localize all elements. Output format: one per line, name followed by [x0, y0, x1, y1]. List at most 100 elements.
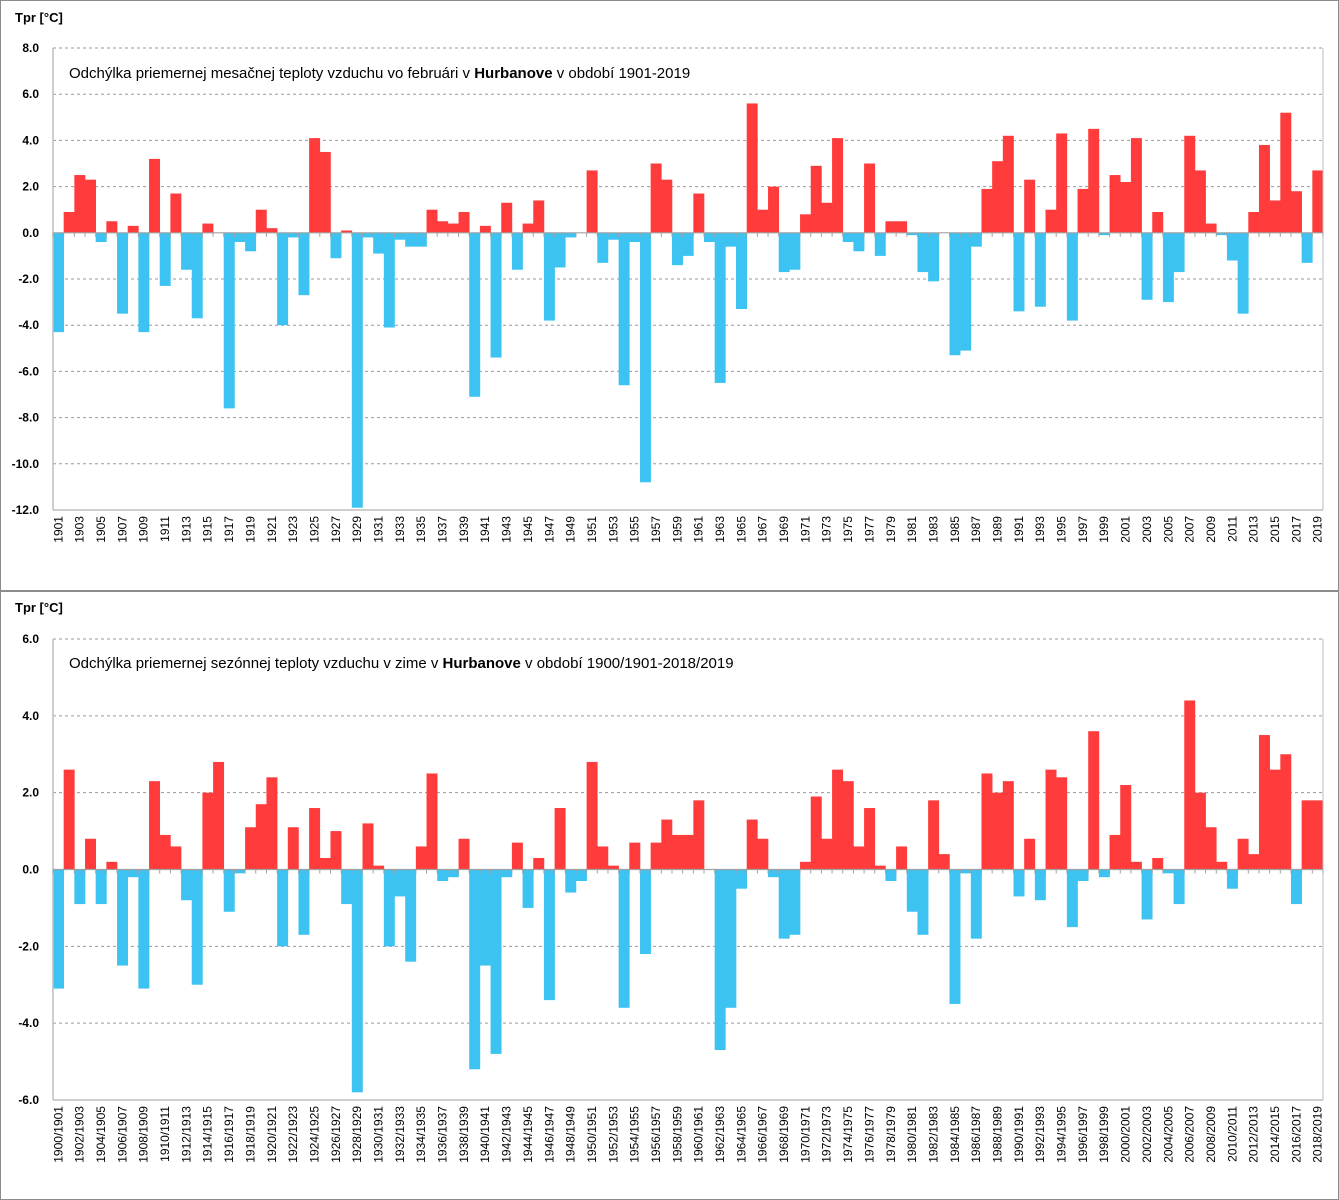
x-tick-label: 2006/2007: [1183, 1106, 1197, 1163]
x-tick-label: 1900/1901: [51, 1106, 65, 1163]
bar-positive: [896, 846, 908, 870]
x-tick-label: 1989: [990, 516, 1004, 543]
bar-positive: [1194, 170, 1206, 233]
bar-positive: [682, 834, 694, 870]
x-tick-label: 2015: [1268, 516, 1282, 543]
bar-positive: [746, 819, 758, 870]
x-tick-label: 1933: [393, 516, 407, 543]
bar-negative: [1098, 869, 1110, 878]
bar-positive: [832, 769, 844, 870]
x-tick-label: 1960/1961: [692, 1106, 706, 1163]
y-tick-label: -4.0: [18, 1016, 39, 1030]
x-tick-label: 1983: [926, 516, 940, 543]
x-tick-label: 1991: [1012, 516, 1026, 543]
x-tick-label: 1912/1913: [179, 1106, 193, 1163]
bar-positive: [149, 781, 161, 870]
bar-negative: [1098, 232, 1110, 236]
bar-negative: [970, 232, 982, 247]
y-tick-label: -8.0: [18, 411, 39, 425]
x-tick-label: 1992/1993: [1033, 1106, 1047, 1163]
bar-negative: [874, 232, 886, 256]
bar-negative: [960, 232, 972, 351]
x-tick-label: 1906/1907: [115, 1106, 129, 1163]
x-tick-label: 1964/1965: [734, 1106, 748, 1163]
bar-positive: [1184, 135, 1196, 233]
bar-negative: [671, 232, 683, 266]
bar-negative: [490, 232, 502, 358]
x-tick-label: 2007: [1183, 516, 1197, 543]
bar-positive: [1312, 800, 1324, 870]
bar-positive: [650, 163, 662, 233]
bar-positive: [554, 808, 566, 870]
bar-negative: [117, 869, 129, 966]
x-tick-label: 1974/1975: [841, 1106, 855, 1163]
bar-negative: [960, 869, 972, 874]
x-tick-label: 2008/2009: [1204, 1106, 1218, 1163]
bar-positive: [362, 823, 374, 870]
bar-negative: [1237, 232, 1249, 314]
bar-positive: [1269, 769, 1281, 870]
x-tick-label: 1924/1925: [307, 1106, 321, 1163]
bar-positive: [661, 179, 673, 233]
bar-positive: [693, 800, 705, 870]
bar-negative: [234, 869, 246, 874]
bar-negative: [351, 232, 363, 508]
bar-positive: [1280, 112, 1292, 233]
bar-positive: [319, 151, 331, 233]
bar-positive: [63, 769, 75, 870]
bar-positive: [1077, 188, 1089, 233]
x-tick-label: 1994/1995: [1055, 1106, 1069, 1163]
bar-negative: [1141, 869, 1153, 920]
bar-positive: [1109, 834, 1121, 870]
bar-positive: [1045, 209, 1057, 233]
x-tick-label: 1938/1939: [457, 1106, 471, 1163]
bar-positive: [458, 838, 470, 870]
bar-positive: [149, 158, 161, 233]
bar-positive: [1002, 781, 1014, 870]
title-period: v období 1901-2019: [552, 65, 691, 82]
bar-negative: [223, 869, 235, 912]
x-tick-label: 2002/2003: [1140, 1106, 1154, 1163]
bar-positive: [213, 761, 225, 870]
bar-positive: [1237, 838, 1249, 870]
bar-negative: [330, 232, 342, 259]
bar-positive: [426, 773, 438, 870]
x-tick-label: 1939: [457, 516, 471, 543]
bar-negative: [479, 869, 491, 966]
x-tick-label: 1926/1927: [329, 1106, 343, 1163]
bar-positive: [426, 209, 438, 233]
bar-positive: [650, 842, 662, 870]
x-tick-label: 1990/1991: [1012, 1106, 1026, 1163]
x-tick-label: 1962/1963: [713, 1106, 727, 1163]
bar-negative: [725, 232, 737, 247]
y-tick-label: 4.0: [22, 709, 39, 723]
x-tick-label: 2000/2001: [1119, 1106, 1133, 1163]
bar-negative: [394, 232, 406, 240]
bar-negative: [159, 232, 171, 286]
x-tick-label: 1930/1931: [372, 1106, 386, 1163]
x-tick-label: 1977: [862, 516, 876, 543]
bar-positive: [1258, 145, 1270, 233]
bar-positive: [501, 202, 513, 233]
bar-negative: [127, 869, 139, 878]
x-tick-label: 1965: [734, 516, 748, 543]
x-tick-label: 2011: [1225, 516, 1239, 542]
bar-positive: [1024, 179, 1036, 233]
y-tick-label: 6.0: [22, 632, 39, 646]
bar-negative: [789, 232, 801, 270]
bar-positive: [1194, 792, 1206, 870]
bar-negative: [181, 869, 193, 901]
title-station: Hurbanove: [442, 655, 521, 672]
bar-positive: [810, 165, 822, 233]
bar-negative: [490, 869, 502, 1054]
x-tick-label: 1907: [115, 516, 129, 543]
y-tick-label: 8.0: [22, 41, 39, 55]
title-period: v období 1900/1901-2018/2019: [520, 655, 734, 672]
bar-positive: [1269, 200, 1281, 233]
y-axis-label: Tpr [°C]: [15, 600, 63, 615]
bar-negative: [1141, 232, 1153, 300]
x-tick-label: 1988/1989: [990, 1106, 1004, 1163]
y-tick-label: -2.0: [18, 272, 39, 286]
bar-positive: [832, 138, 844, 233]
bar-positive: [671, 834, 683, 870]
